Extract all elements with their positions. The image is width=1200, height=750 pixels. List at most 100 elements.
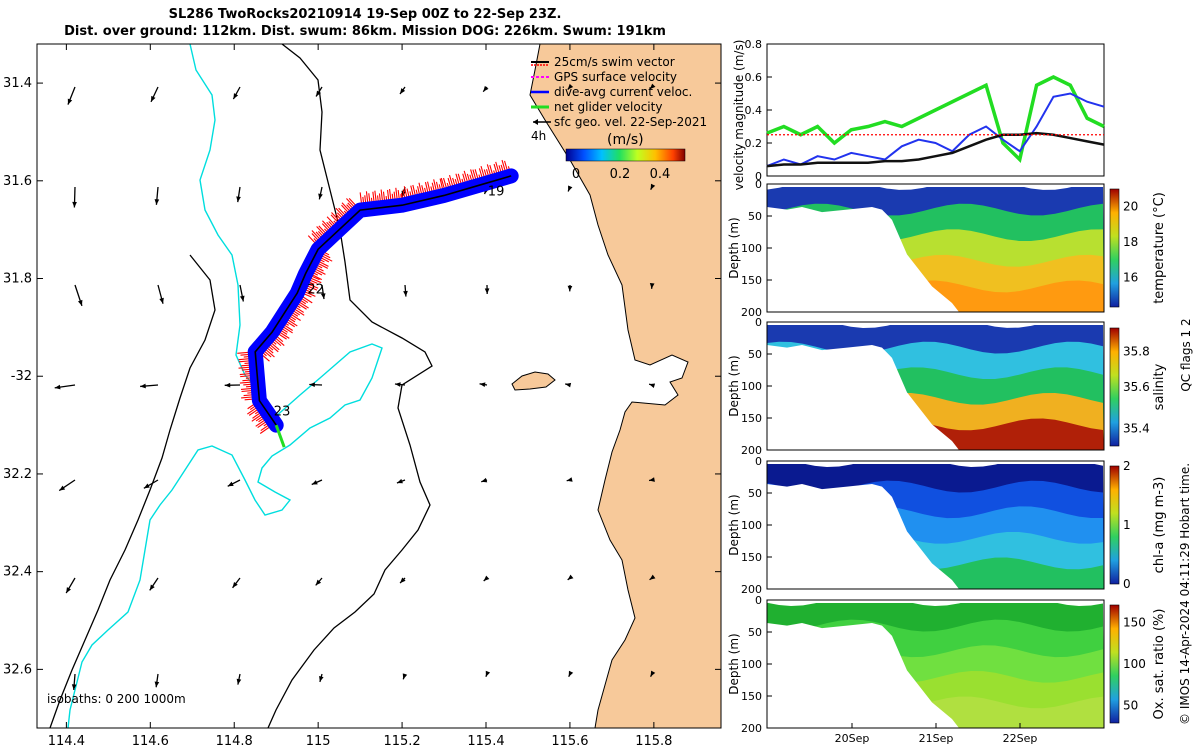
title-line2: Dist. over ground: 112km. Dist. swum: 86… (64, 24, 666, 39)
geo-vector-head (649, 574, 656, 580)
geo-vector-head (567, 285, 573, 292)
section-colorbar (1109, 327, 1120, 447)
map-y-tick-label: 31.4 (3, 76, 32, 91)
isobath-label: isobaths: 0 200 1000m (47, 692, 186, 706)
seafloor-mask (767, 207, 959, 312)
colorbar-label: Ox. sat. ratio (%) (1152, 609, 1167, 720)
section-colorbar (1109, 604, 1120, 724)
surface-gap (767, 461, 1104, 464)
geo-vector-head (149, 584, 155, 591)
colorbar-tick-2: 0.4 (650, 167, 671, 182)
map-x-tick-label: 114.8 (216, 734, 253, 749)
colorbar-tick-label: 35.8 (1123, 345, 1150, 359)
geo-vector-head (309, 382, 315, 388)
glider-track-line (254, 175, 512, 426)
colorbar-tick-0: 0 (572, 167, 580, 182)
geo-vector-head (649, 383, 656, 388)
geo-vector-head (232, 581, 238, 588)
isobath-200m (267, 44, 433, 728)
geo-vector-head (71, 684, 77, 690)
geo-vector-head (316, 90, 321, 97)
colorbar-tick-label: 1 (1123, 518, 1131, 532)
geo-vector-head (400, 577, 406, 584)
geo-vector-head (318, 193, 323, 200)
depth-tick-label: 150 (741, 690, 762, 703)
velocity-y-tick-label: 0 (755, 170, 762, 183)
geo-vector-head (227, 481, 234, 487)
depth-tick-label: 200 (741, 444, 762, 457)
geo-vector-head (483, 85, 489, 92)
depth-tick-label: 0 (755, 455, 762, 468)
geo-vector-head (319, 675, 324, 682)
land-mass (529, 44, 721, 728)
geo-vector-head (154, 681, 160, 688)
geo-vector-head (568, 670, 574, 677)
map-y-tick-label: 32.6 (3, 662, 32, 677)
surface-gap (767, 600, 1104, 603)
depth-tick-label: 50 (748, 348, 762, 361)
colorbar-label: temperature (°C) (1152, 192, 1167, 304)
depth-tick-label: 200 (741, 583, 762, 596)
geo-vector-head (567, 83, 574, 90)
depth-ylabel: Depth (m) (727, 217, 741, 278)
legend-entry-3: net glider velocity (554, 100, 662, 114)
imos-credit: © IMOS 14-Apr-2024 04:11:29 Hobart time. (1178, 462, 1192, 725)
depth-tick-label: 150 (741, 274, 762, 287)
section-temperature: 0 50 100 150 200 Depth (m) 16 18 20 temperature (… (727, 178, 1167, 319)
colorbar-tick-label: 35.6 (1123, 380, 1150, 394)
geo-vector-head (224, 382, 231, 388)
depth-tick-label: 200 (741, 722, 762, 735)
geo-vector-head (67, 98, 73, 105)
section-chl-a: 0 50 100 150 200 Depth (m) 0 1 2 chl-a (mg m-3) (727, 455, 1167, 596)
geo-vector-head (567, 574, 574, 580)
geo-vector-head (649, 283, 655, 289)
legend-entry-2: dive-avg current veloc. (554, 85, 692, 99)
time-tick-label: 22Sep (1003, 732, 1038, 745)
colorbar-tick-label: 35.4 (1123, 421, 1150, 435)
geo-vector-head (650, 183, 656, 190)
seafloor-mask (767, 484, 959, 589)
geo-vector-head (320, 293, 326, 300)
geo-vector-head (239, 295, 245, 302)
legend-entry-4: sfc geo. vel. 22-Sep-2021 (554, 115, 707, 129)
qc-flags-label: QC flags 1 2 (1179, 318, 1193, 391)
geo-vector-head (154, 199, 160, 205)
colorbar-label: chl-a (mg m-3) (1152, 477, 1167, 574)
geo-vector-head (479, 382, 486, 387)
glider-track-layer: 19 22 23 (237, 159, 519, 448)
colorbar-label: salinity (1152, 363, 1167, 410)
section-oxygen: 0 50 100 150 200 Depth (m) 50 100 150 Ox. sat. ra… (727, 594, 1167, 735)
map-axes: 114.4 114.6 114.8 115 115.2 115.4 115.6 115.8 31… (3, 44, 721, 749)
legend-entry-0: 25cm/s swim vector (554, 55, 675, 69)
geo-vector-head (650, 670, 656, 677)
day-label: 23 (274, 404, 291, 419)
geo-vector-head (402, 673, 408, 680)
geo-vector-head (315, 579, 322, 586)
map-legend: 25cm/s swim vector GPS surface velocity … (531, 55, 707, 182)
geo-vector-head (649, 83, 656, 90)
velocity-y-tick-label: 0.2 (745, 137, 763, 150)
isobath-1000m (49, 254, 216, 728)
geo-vector-head (72, 201, 77, 208)
depth-ylabel: Depth (m) (727, 633, 741, 694)
depth-tick-label: 50 (748, 487, 762, 500)
map-x-tick-label: 115.6 (551, 734, 588, 749)
depth-tick-label: 100 (741, 658, 762, 671)
geo-vector-head (400, 88, 406, 95)
geo-vector-head (568, 185, 573, 192)
day-label: 19 (488, 185, 505, 200)
colorbar-tick-label: 16 (1123, 271, 1138, 285)
map-y-tick-label: 32.4 (3, 565, 32, 580)
geo-velocity-vectors (54, 83, 656, 691)
section-colorbar (1109, 188, 1120, 308)
geo-vector-head (151, 95, 156, 102)
geo-vector-head (565, 382, 572, 388)
depth-tick-label: 0 (755, 178, 762, 191)
map-x-tick-label: 114.6 (132, 734, 169, 749)
geo-vector-head (66, 587, 71, 594)
title-line1: SL286 TwoRocks20210914 19-Sep 00Z to 22-… (168, 7, 562, 22)
depth-tick-label: 200 (741, 306, 762, 319)
surface-gap (767, 184, 1104, 187)
